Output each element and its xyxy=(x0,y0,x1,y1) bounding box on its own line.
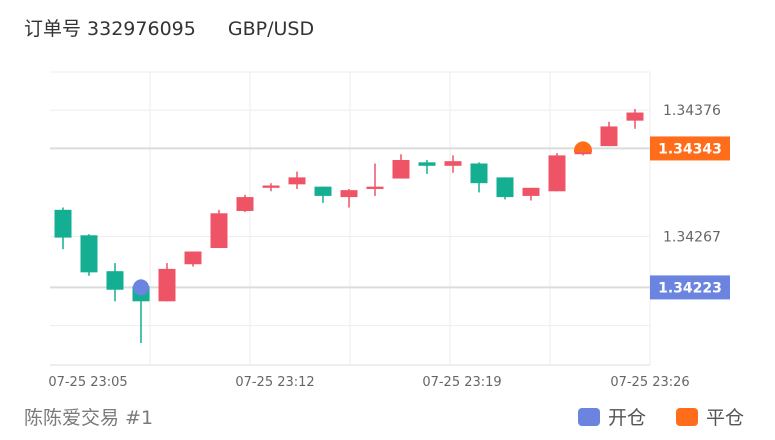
y-tick-label: 1.34267 xyxy=(663,229,721,245)
candle-body xyxy=(184,251,202,265)
candle-body xyxy=(314,186,332,196)
candle-body xyxy=(340,190,358,198)
y-tick-label: 1.34376 xyxy=(663,103,721,119)
x-tick-label: 07-25 23:26 xyxy=(610,375,689,390)
x-tick-label: 07-25 23:19 xyxy=(422,375,501,390)
candle-body xyxy=(80,235,98,273)
candle-body xyxy=(574,150,592,155)
close-price-tag-label: 1.34343 xyxy=(658,141,722,157)
candle-body xyxy=(288,177,306,185)
candle-body xyxy=(600,126,618,147)
currency-pair: GBP/USD xyxy=(227,18,315,40)
candle-body xyxy=(106,271,124,290)
candle-body xyxy=(548,155,566,192)
candle-body xyxy=(54,209,72,238)
open-trade-marker xyxy=(133,279,149,296)
x-tick-label: 07-25 23:05 xyxy=(48,375,127,390)
candle-body xyxy=(158,268,176,302)
legend-open: 开仓 xyxy=(578,403,646,430)
order-number: 订单号 332976095 xyxy=(24,18,196,40)
candle-body xyxy=(392,160,410,179)
candle-body xyxy=(236,197,254,211)
account-label: 陈陈爱交易 #1 xyxy=(24,407,154,429)
chart-header: 订单号 332976095 GBP/USD xyxy=(24,14,314,41)
close-price-tag xyxy=(650,136,730,161)
open-price-tag xyxy=(650,275,730,300)
legend-close-label: 平仓 xyxy=(706,407,745,429)
legend-open-label: 开仓 xyxy=(608,407,647,429)
candle-body xyxy=(366,186,384,189)
candle-body xyxy=(210,213,228,249)
close-trade-marker xyxy=(574,141,592,153)
x-tick-label: 07-25 23:12 xyxy=(235,375,314,390)
legend-close-swatch xyxy=(676,407,698,426)
candle-body xyxy=(522,187,540,196)
candle-body xyxy=(444,161,462,166)
legend-close: 平仓 xyxy=(676,403,744,430)
candle-body xyxy=(626,112,644,121)
candle-body xyxy=(418,162,436,166)
candle-body xyxy=(262,185,280,188)
candle-body xyxy=(496,177,514,198)
candle-body xyxy=(470,163,488,184)
open-price-tag-label: 1.34223 xyxy=(658,280,722,296)
legend-open-swatch xyxy=(578,407,600,426)
